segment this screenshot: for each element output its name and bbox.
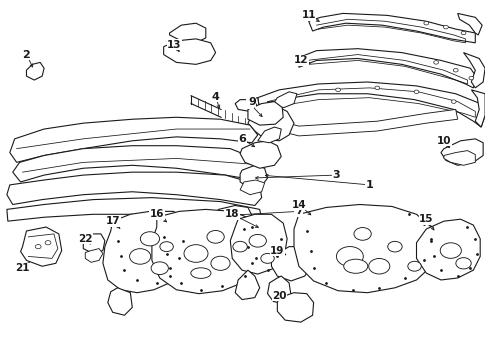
Text: 22: 22 <box>78 234 93 244</box>
Polygon shape <box>299 49 477 88</box>
Text: 3: 3 <box>332 170 340 180</box>
Circle shape <box>368 258 390 274</box>
Polygon shape <box>21 227 62 266</box>
Circle shape <box>451 100 456 103</box>
Text: 19: 19 <box>270 246 285 256</box>
Circle shape <box>456 258 471 269</box>
Polygon shape <box>230 214 287 274</box>
Text: 11: 11 <box>301 10 316 21</box>
Text: 1: 1 <box>366 180 373 190</box>
Circle shape <box>414 90 419 94</box>
Polygon shape <box>464 53 485 88</box>
Polygon shape <box>216 206 252 225</box>
Text: 14: 14 <box>292 199 306 210</box>
Polygon shape <box>240 180 265 195</box>
Text: 2: 2 <box>23 50 30 59</box>
Circle shape <box>354 228 371 240</box>
Circle shape <box>261 253 274 263</box>
Circle shape <box>375 86 380 90</box>
Polygon shape <box>309 13 475 43</box>
Circle shape <box>440 243 462 258</box>
Polygon shape <box>152 210 262 294</box>
Polygon shape <box>248 102 283 125</box>
Circle shape <box>160 242 173 252</box>
Polygon shape <box>235 98 260 111</box>
Circle shape <box>443 25 448 29</box>
Polygon shape <box>268 276 291 303</box>
Polygon shape <box>258 127 281 143</box>
Polygon shape <box>441 139 483 165</box>
Circle shape <box>151 262 169 275</box>
Polygon shape <box>277 293 314 322</box>
Polygon shape <box>26 62 44 80</box>
Text: 10: 10 <box>437 136 451 146</box>
Polygon shape <box>170 23 206 43</box>
Polygon shape <box>294 204 436 293</box>
Polygon shape <box>235 270 260 300</box>
Polygon shape <box>7 198 262 224</box>
Polygon shape <box>258 82 485 127</box>
Text: 17: 17 <box>105 216 120 226</box>
Polygon shape <box>108 288 132 315</box>
Circle shape <box>129 249 151 264</box>
Circle shape <box>211 256 230 270</box>
Text: 21: 21 <box>15 263 30 273</box>
Polygon shape <box>7 172 262 206</box>
Text: 7: 7 <box>295 206 303 216</box>
Polygon shape <box>240 141 281 168</box>
Circle shape <box>45 240 51 245</box>
Text: 20: 20 <box>272 291 287 301</box>
Text: 13: 13 <box>167 40 182 50</box>
Polygon shape <box>416 219 480 280</box>
Polygon shape <box>458 13 482 35</box>
Circle shape <box>337 247 363 266</box>
Circle shape <box>207 230 224 243</box>
Text: 4: 4 <box>212 92 220 102</box>
Circle shape <box>408 261 421 271</box>
Text: 6: 6 <box>238 134 246 144</box>
Circle shape <box>388 241 402 252</box>
Circle shape <box>469 76 474 80</box>
Polygon shape <box>85 249 103 262</box>
Circle shape <box>453 68 458 72</box>
Circle shape <box>184 245 208 262</box>
Circle shape <box>249 234 267 247</box>
Circle shape <box>434 60 439 64</box>
Polygon shape <box>271 92 297 108</box>
Text: 15: 15 <box>419 214 434 224</box>
Circle shape <box>233 241 247 252</box>
Circle shape <box>336 88 341 91</box>
Polygon shape <box>103 211 191 293</box>
Text: 16: 16 <box>149 209 164 219</box>
Polygon shape <box>444 150 475 165</box>
Circle shape <box>35 244 41 249</box>
Polygon shape <box>271 247 311 281</box>
Polygon shape <box>471 90 485 127</box>
Text: 12: 12 <box>294 55 308 66</box>
Ellipse shape <box>191 268 211 278</box>
Polygon shape <box>164 39 216 64</box>
Polygon shape <box>83 234 105 253</box>
Circle shape <box>461 31 466 35</box>
Ellipse shape <box>344 259 368 273</box>
Text: 5: 5 <box>246 99 254 109</box>
Text: 9: 9 <box>248 96 256 107</box>
Polygon shape <box>10 117 258 162</box>
Polygon shape <box>240 165 268 188</box>
Circle shape <box>424 22 429 25</box>
Text: 18: 18 <box>225 209 240 219</box>
Circle shape <box>140 232 160 246</box>
Polygon shape <box>248 107 294 141</box>
Polygon shape <box>13 146 260 182</box>
Polygon shape <box>268 102 458 136</box>
